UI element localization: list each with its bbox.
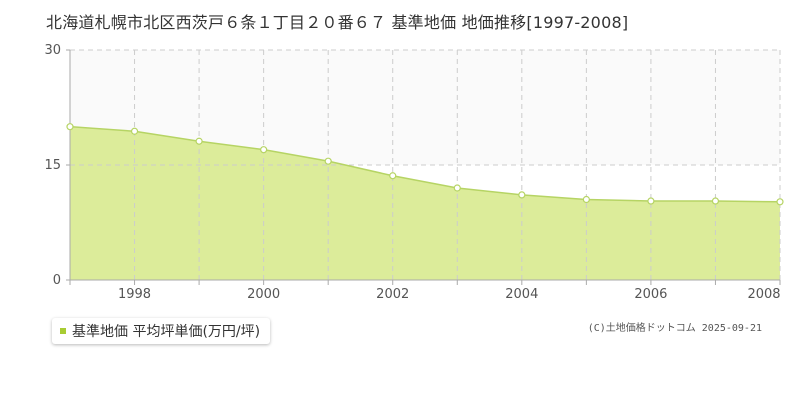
data-point <box>66 123 74 131</box>
series-line <box>69 125 781 203</box>
copyright-text: (C)土地価格ドットコム 2025-09-21 <box>587 323 762 334</box>
x-tick-label: 2004 <box>505 287 538 302</box>
x-tick-label: 2002 <box>376 287 409 302</box>
data-point <box>260 146 268 154</box>
data-point <box>130 127 139 135</box>
x-tick-label: 2006 <box>634 287 667 302</box>
data-point <box>389 172 397 180</box>
series-area <box>70 126 780 281</box>
x-tick-label: 1998 <box>118 287 151 302</box>
data-point <box>776 198 784 206</box>
x-tick-label: 2008 <box>747 287 780 302</box>
y-tick-label: 0 <box>53 273 61 288</box>
y-tick-label: 30 <box>44 43 61 58</box>
data-point <box>711 197 720 205</box>
data-point <box>453 184 461 192</box>
legend-swatch <box>60 328 66 334</box>
data-point <box>582 195 590 204</box>
legend-label: 基準地価 平均坪単価(万円/坪) <box>72 324 261 340</box>
x-tick-label: 2000 <box>247 287 280 302</box>
chart-title: 北海道札幌市北区西茨戸６条１丁目２０番６７ 基準地価 地価推移[1997-200… <box>46 13 629 32</box>
y-tick-label: 15 <box>44 158 61 173</box>
chart-legend: 基準地価 平均坪単価(万円/坪) <box>52 318 271 344</box>
data-point <box>324 157 332 165</box>
data-point <box>647 197 655 205</box>
data-point <box>195 137 203 145</box>
data-point <box>518 191 526 199</box>
